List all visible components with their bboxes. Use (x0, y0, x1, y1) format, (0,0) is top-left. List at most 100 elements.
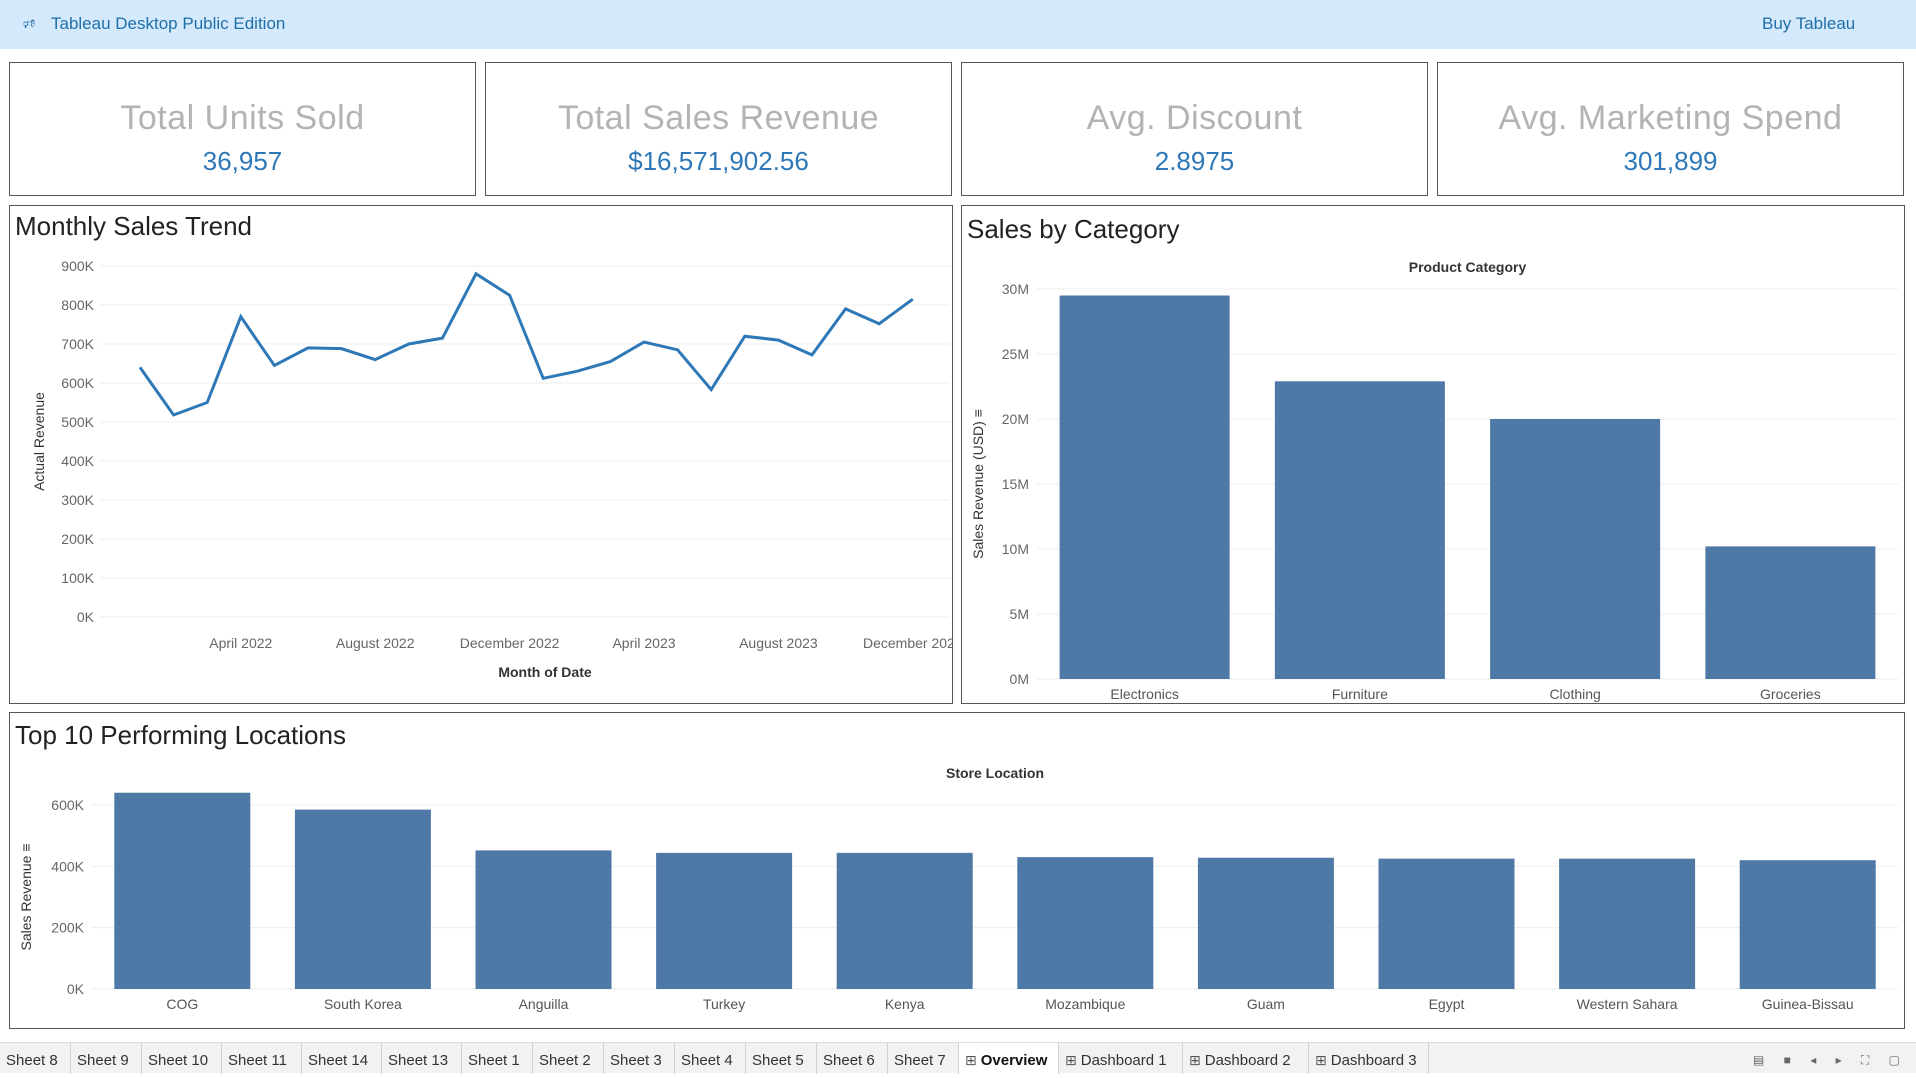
buy-tableau-link[interactable]: Buy Tableau (1762, 14, 1856, 33)
y-tick-label: 0K (67, 981, 85, 997)
y-tick-label: 200K (51, 920, 84, 936)
tab-label: Sheet 2 (539, 1052, 591, 1069)
x-tick-label: August 2022 (336, 635, 415, 651)
tab-label: Sheet 13 (388, 1052, 449, 1069)
tab-label: Sheet 7 (894, 1052, 946, 1069)
bar (1559, 858, 1696, 989)
category-label: Groceries (1760, 686, 1821, 702)
tab-label: Dashboard 3 (1330, 1052, 1417, 1069)
kpi-value: 301,899 (1623, 146, 1718, 176)
kpi-avg-marketing-spend: Avg. Marketing Spend 301,899 (1437, 62, 1904, 196)
y-axis-title: Sales Revenue ≡ (18, 843, 34, 950)
tab-sheet-10[interactable]: Sheet 10 (142, 1043, 222, 1074)
tab-label: Overview (980, 1052, 1048, 1069)
kpi-total-units-sold: Total Units Sold 36,957 (9, 62, 476, 196)
tab-label: Sheet 10 (148, 1052, 209, 1069)
tab-label: Sheet 6 (823, 1052, 875, 1069)
bar (1378, 858, 1515, 989)
bar (1197, 857, 1334, 989)
category-label: Electronics (1110, 686, 1178, 702)
category-label: Guinea-Bissau (1762, 996, 1854, 1012)
tab-label: Dashboard 2 (1204, 1052, 1291, 1069)
tab-label: Sheet 5 (752, 1052, 804, 1069)
category-label: Turkey (703, 996, 745, 1012)
tab-sheet-8[interactable]: Sheet 8 (0, 1043, 71, 1074)
category-label: Egypt (1429, 996, 1465, 1012)
kpi-label: Avg. Marketing Spend (1498, 99, 1843, 137)
bar (294, 809, 431, 989)
bar (1705, 546, 1876, 679)
tab-sheet-2[interactable]: Sheet 2 (533, 1043, 604, 1074)
tab-sheet-14[interactable]: Sheet 14 (302, 1043, 382, 1074)
bar (656, 852, 793, 989)
bar (114, 792, 251, 989)
tab-sheet-13[interactable]: Sheet 13 (382, 1043, 462, 1074)
tab-dashboard-1[interactable]: ⊞ Dashboard 1 (1059, 1043, 1183, 1074)
category-bar-chart[interactable]: 0M 5M 10M 15M 20M 25M 30M Sales Revenue (USD) ≡… (962, 206, 1904, 703)
view-controls[interactable]: ▤ ■ ◂ ▸ ⛶ ▢ (1752, 1053, 1908, 1067)
bar (1017, 857, 1154, 989)
kpi-value: $16,571,902.56 (628, 146, 809, 176)
bar (1739, 860, 1876, 989)
y-tick-label: 300K (61, 492, 94, 508)
y-axis-title: Actual Revenue (31, 392, 47, 491)
tab-sheet-4[interactable]: Sheet 4 (675, 1043, 746, 1074)
monthly-sales-trend-panel: Monthly Sales Trend 0K 100K 200K 300K 400K 50… (9, 205, 953, 704)
y-tick-label: 400K (51, 858, 84, 874)
tab-sheet-3[interactable]: Sheet 3 (604, 1043, 675, 1074)
x-tick-label: December 2023 (863, 635, 952, 651)
sheet-tab-bar: Sheet 8 Sheet 9 Sheet 10 Sheet 11 Sheet 14 Sh… (0, 1042, 1916, 1074)
category-label: Clothing (1549, 686, 1600, 702)
category-label: COG (166, 996, 198, 1012)
y-tick-label: 0M (1010, 671, 1029, 687)
x-tick-label: April 2022 (209, 635, 272, 651)
sales-by-category-panel: Sales by Category 0M 5M 10M 15M 20M 25M 30M Sal… (961, 205, 1905, 704)
bar (1274, 381, 1445, 679)
x-tick-label: April 2023 (612, 635, 675, 651)
tab-overview[interactable]: ⊞ Overview (959, 1043, 1059, 1074)
line-chart[interactable]: 0K 100K 200K 300K 400K 500K 600K 700K 800K 900K Ac… (10, 206, 952, 703)
tab-sheet-11[interactable]: Sheet 11 (222, 1043, 302, 1074)
kpi-label: Total Sales Revenue (557, 99, 880, 137)
category-label: Guam (1247, 996, 1285, 1012)
series-line (138, 271, 914, 417)
category-label: Furniture (1332, 686, 1388, 702)
category-label: Kenya (885, 996, 925, 1012)
tab-label: Dashboard 1 (1080, 1052, 1167, 1069)
dashboard-icon: ⊞ (965, 1052, 977, 1068)
tab-label: Sheet 4 (681, 1052, 733, 1069)
tab-sheet-9[interactable]: Sheet 9 (71, 1043, 142, 1074)
tab-dashboard-3[interactable]: ⊞ Dashboard 3 (1309, 1043, 1429, 1074)
tab-sheet-5[interactable]: Sheet 5 (746, 1043, 817, 1074)
x-axis-title: Month of Date (498, 664, 592, 680)
x-axis-title: Product Category (1409, 259, 1527, 275)
bar (475, 850, 612, 989)
app-header: 🕫 Tableau Desktop Public Edition Buy Tab… (0, 0, 1916, 49)
top-locations-panel: Top 10 Performing Locations 0K 200K 400K 60… (9, 712, 1905, 1029)
kpi-value: 36,957 (202, 146, 283, 176)
tab-sheet-7[interactable]: Sheet 7 (888, 1043, 959, 1074)
panel-title: Top 10 Performing Locations (15, 720, 346, 750)
bar (836, 852, 973, 989)
y-tick-label: 25M (1002, 346, 1029, 362)
tab-sheet-1[interactable]: Sheet 1 (462, 1043, 533, 1074)
locations-bar-chart[interactable]: 0K 200K 400K 600K Sales Revenue ≡ Store Locat… (10, 713, 1904, 1028)
y-tick-label: 20M (1002, 411, 1029, 427)
kpi-label: Total Units Sold (120, 99, 365, 137)
y-tick-label: 0K (77, 609, 95, 625)
y-tick-label: 100K (61, 570, 94, 586)
app-title: Tableau Desktop Public Edition (51, 14, 286, 33)
x-tick-label: December 2022 (460, 635, 560, 651)
panel-title: Sales by Category (967, 214, 1180, 244)
y-tick-label: 5M (1010, 606, 1029, 622)
y-tick-label: 200K (61, 531, 94, 547)
y-tick-label: 600K (51, 797, 84, 813)
y-axis-title: Sales Revenue (USD) ≡ (970, 409, 986, 559)
megaphone-icon: 🕫 (23, 16, 36, 31)
tab-dashboard-2[interactable]: ⊞ Dashboard 2 (1183, 1043, 1309, 1074)
y-tick-label: 700K (61, 336, 94, 352)
kpi-total-sales-revenue: Total Sales Revenue $16,571,902.56 (485, 62, 952, 196)
tab-sheet-6[interactable]: Sheet 6 (817, 1043, 888, 1074)
category-label: Western Sahara (1577, 996, 1678, 1012)
y-tick-label: 800K (61, 297, 94, 313)
